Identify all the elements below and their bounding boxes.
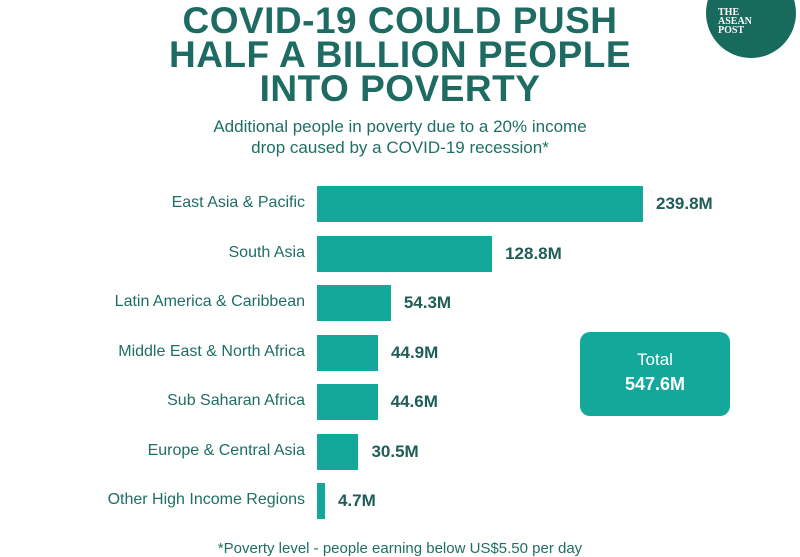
data-label: 128.8M xyxy=(505,243,562,263)
bar xyxy=(317,235,493,272)
bar xyxy=(317,483,325,519)
category-label: South Asia xyxy=(228,243,306,261)
title-line: COVID-19 COULD PUSH xyxy=(182,0,618,41)
chart-title: COVID-19 COULD PUSH HALF A BILLION PEOPL… xyxy=(0,0,800,109)
title-line: INTO POVERTY xyxy=(259,68,541,109)
footnote: *Poverty level - people earning below US… xyxy=(217,540,583,557)
category-label: Sub Saharan Africa xyxy=(167,392,305,409)
data-label: 30.5M xyxy=(371,441,419,461)
category-label: Latin America & Caribbean xyxy=(114,293,305,310)
total-value: 547.6M xyxy=(624,374,686,394)
data-label: 44.6M xyxy=(390,392,438,411)
bar xyxy=(317,186,643,222)
title-line: HALF A BILLION PEOPLE xyxy=(168,34,632,75)
subtitle-line: drop caused by a COVID-19 recession* xyxy=(251,138,549,157)
category-label: Europe & Central Asia xyxy=(147,441,305,459)
total-label: Total xyxy=(637,350,673,369)
bar xyxy=(317,285,391,321)
category-label: Other High Income Regions xyxy=(107,491,305,508)
chart-subtitle: Additional people in poverty due to a 20… xyxy=(0,116,800,158)
bar xyxy=(317,384,378,420)
bar xyxy=(317,334,379,371)
total-box: Total 547.6M xyxy=(580,332,730,416)
category-label: Middle East & North Africa xyxy=(118,342,305,360)
data-label: 4.7M xyxy=(338,491,376,510)
data-label: 44.9M xyxy=(391,342,439,362)
data-label: 54.3M xyxy=(403,293,452,312)
category-label: East Asia & Pacific xyxy=(171,194,305,211)
bar xyxy=(317,433,359,470)
data-label: 239.8M xyxy=(656,194,713,213)
subtitle-line: Additional people in poverty due to a 20… xyxy=(213,117,587,136)
